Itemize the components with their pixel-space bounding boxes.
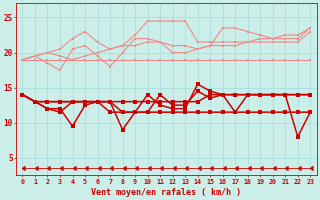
X-axis label: Vent moyen/en rafales ( km/h ): Vent moyen/en rafales ( km/h ) <box>92 188 241 197</box>
